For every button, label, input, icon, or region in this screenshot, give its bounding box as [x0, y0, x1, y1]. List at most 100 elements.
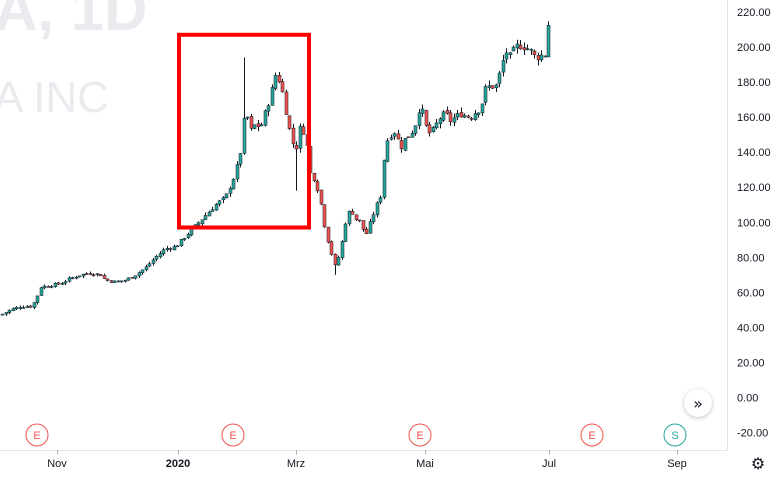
candle-down	[466, 115, 471, 118]
candle-down	[406, 136, 411, 139]
candle-up	[336, 257, 341, 266]
price-axis[interactable]: 220.00 200.00 180.00 160.00 140.00 120.00 100.…	[737, 7, 771, 440]
time-tick-label: Mrz	[287, 458, 305, 470]
event-label: S	[671, 430, 678, 442]
candle-up	[60, 283, 65, 285]
candle-up	[476, 112, 481, 115]
candle-up	[385, 140, 390, 162]
candle-down	[319, 189, 324, 205]
candle-up	[515, 43, 520, 49]
price-tick-label: 120.00	[737, 182, 771, 194]
candle-down	[333, 253, 338, 266]
event-label: E	[33, 430, 40, 442]
candle-up	[67, 277, 72, 282]
split-event-marker[interactable]: S	[663, 423, 687, 447]
candle-down	[361, 220, 366, 230]
event-circle	[25, 423, 49, 447]
candle-up	[217, 200, 222, 205]
candle-up	[392, 133, 397, 137]
watermark-symbol: A, 1D	[0, 0, 147, 43]
candle-up	[95, 273, 100, 275]
chart-settings-button[interactable]: ⚙	[746, 452, 770, 474]
candle-up	[347, 210, 352, 224]
candle-up	[119, 280, 124, 283]
candle-up	[382, 159, 387, 198]
candle-up	[270, 87, 275, 106]
candle-down	[399, 140, 404, 150]
candle-down	[256, 123, 261, 127]
candle-up	[497, 72, 502, 84]
candle-up	[151, 259, 156, 264]
time-tick-label: 2020	[166, 458, 190, 470]
candle-up	[252, 124, 257, 129]
candle-up	[242, 118, 247, 154]
candle-down	[445, 110, 450, 114]
event-label: E	[588, 430, 595, 442]
watermark-name: A INC	[0, 73, 109, 122]
candle-up	[112, 280, 117, 284]
candle-up	[501, 60, 506, 73]
candle-down	[364, 228, 369, 235]
candle-up	[413, 125, 418, 134]
event-circle	[221, 423, 245, 447]
price-tick-label: 200.00	[737, 42, 771, 54]
candle-up	[0, 313, 5, 316]
candle-up	[126, 277, 131, 281]
gear-icon: ⚙	[750, 453, 766, 473]
candle-up	[462, 114, 467, 118]
price-tick-label: 100.00	[737, 217, 771, 229]
event-label: E	[416, 430, 423, 442]
candle-up	[224, 193, 229, 198]
candle-up	[175, 245, 180, 248]
candle-down	[301, 126, 306, 135]
candle-up	[200, 219, 205, 224]
candle-up	[74, 277, 79, 279]
candle-up	[203, 215, 208, 220]
candle-down	[91, 274, 96, 277]
candle-up	[11, 308, 16, 311]
candle-down	[88, 273, 93, 275]
candle-down	[84, 273, 89, 275]
candle-up	[420, 108, 425, 114]
scroll-to-realtime-button[interactable]: »	[684, 389, 712, 417]
candle-up	[266, 105, 271, 112]
earnings-event-marker[interactable]: E	[408, 423, 432, 447]
candle-up	[340, 241, 345, 258]
earnings-event-marker[interactable]: E	[25, 423, 49, 447]
candle-series	[0, 21, 551, 316]
candle-up	[298, 125, 303, 149]
candle-up	[441, 111, 446, 121]
candle-up	[77, 275, 82, 278]
candle-up	[417, 112, 422, 126]
candle-up	[42, 285, 47, 289]
candle-up	[273, 75, 278, 89]
candle-up	[235, 164, 240, 180]
earnings-event-marker[interactable]: E	[221, 423, 245, 447]
candle-up	[186, 234, 191, 239]
price-tick-label: 80.00	[737, 252, 765, 264]
event-circle	[663, 423, 687, 447]
event-circle	[580, 423, 604, 447]
candle-up	[158, 253, 163, 258]
price-tick-label: -20.00	[737, 428, 768, 440]
candle-down	[329, 241, 334, 255]
candle-down	[28, 305, 33, 308]
candle-up	[196, 222, 201, 226]
candle-up	[189, 228, 194, 236]
candle-down	[277, 75, 282, 83]
time-tick-label: Sep	[667, 458, 687, 470]
candle-up	[35, 295, 40, 303]
candle-up	[410, 133, 415, 138]
time-axis[interactable]: Nov 2020 Mrz Mai Jul Sep	[47, 450, 687, 470]
candle-up	[4, 312, 9, 315]
candle-down	[249, 116, 254, 129]
candle-up	[238, 153, 243, 165]
candle-up	[154, 256, 159, 260]
candle-down	[284, 91, 289, 115]
candle-down	[396, 133, 401, 140]
earnings-event-marker[interactable]: E	[580, 423, 604, 447]
candle-down	[350, 210, 355, 215]
candle-down	[459, 112, 464, 118]
